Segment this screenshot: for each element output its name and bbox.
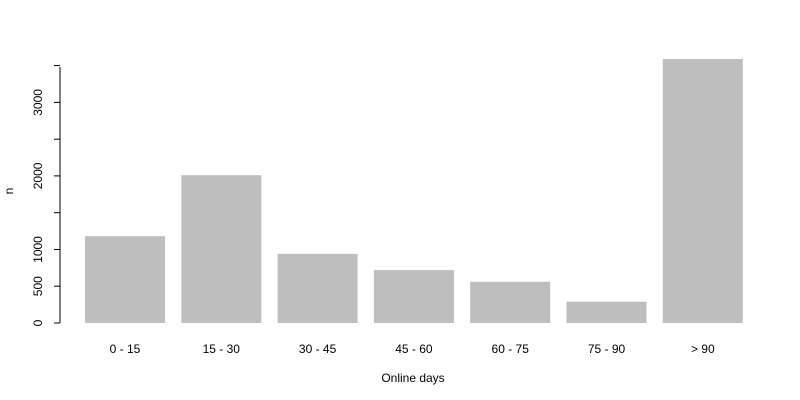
x-tick-label: > 90	[691, 342, 715, 356]
y-tick-label: 1000	[31, 236, 45, 263]
bar-3	[373, 270, 454, 323]
x-tick-label: 45 - 60	[395, 342, 433, 356]
x-axis-labels: 0 - 15 15 - 30 30 - 45 45 - 60 60 - 75 75 - 9…	[110, 342, 715, 356]
bar-0	[85, 236, 165, 323]
y-tick-label: 2000	[31, 162, 45, 189]
bar-1	[181, 175, 262, 323]
bar-2	[277, 253, 358, 323]
y-axis-title: n	[2, 188, 16, 195]
y-tick-label: 0	[31, 319, 45, 326]
x-axis-title: Online days	[381, 371, 444, 385]
y-tick-label: 3000	[31, 89, 45, 116]
x-tick-label: 15 - 30	[203, 342, 241, 356]
bar-5	[566, 301, 647, 323]
x-tick-label: 0 - 15	[110, 342, 141, 356]
y-tick-label: 500	[31, 276, 45, 296]
x-tick-label: 60 - 75	[492, 342, 530, 356]
x-tick-label: 75 - 90	[588, 342, 626, 356]
y-axis: 0 500 1000 2000 3000	[31, 65, 61, 326]
bar-6	[662, 59, 743, 323]
bar-4	[470, 281, 551, 323]
bars-group	[85, 59, 743, 323]
x-tick-label: 30 - 45	[299, 342, 337, 356]
